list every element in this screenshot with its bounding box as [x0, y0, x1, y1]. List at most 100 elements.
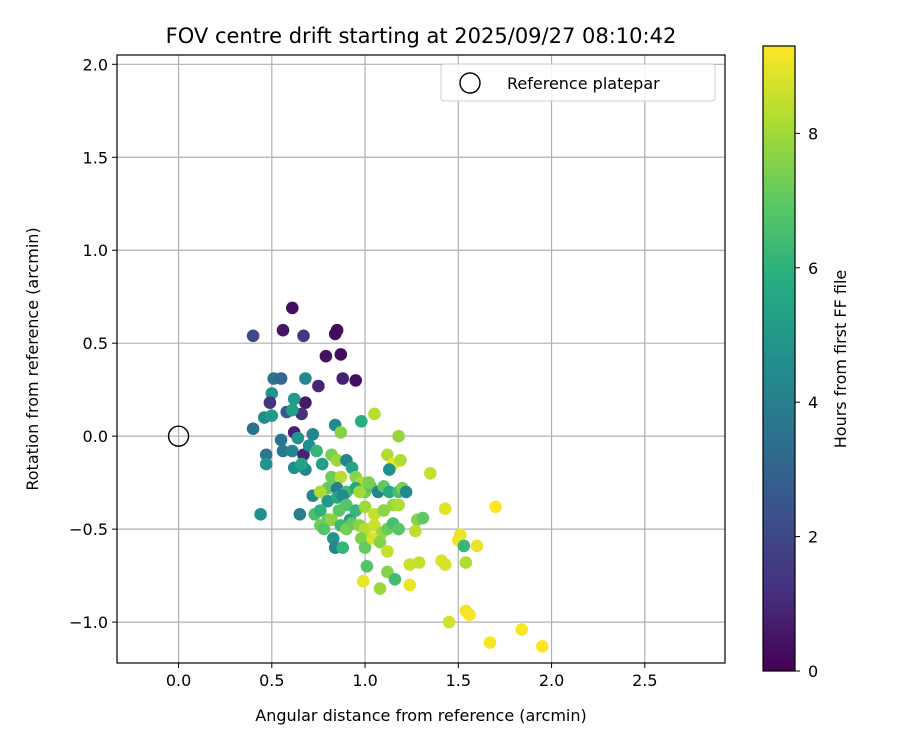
- data-point: [306, 428, 320, 441]
- data-point: [470, 539, 484, 553]
- data-point: [310, 444, 323, 458]
- legend: Reference platepar: [440, 63, 716, 102]
- plot-area-frame: [116, 54, 726, 664]
- colorbar-label: Hours from first FF file: [831, 270, 850, 449]
- data-point: [265, 409, 279, 423]
- data-point: [297, 329, 310, 343]
- y-axis-label: Rotation from reference (arcmin): [23, 227, 42, 490]
- colorbar-tick-label: 0: [808, 662, 818, 681]
- data-point: [287, 392, 301, 406]
- y-tick-label: −0.5: [69, 520, 108, 539]
- data-point: [286, 444, 299, 458]
- data-point: [373, 535, 387, 549]
- x-tick-label: 0.0: [166, 671, 191, 690]
- data-point: [424, 467, 437, 480]
- legend-marker-reference: [459, 72, 481, 94]
- data-point: [330, 454, 344, 467]
- y-tick-label: 2.0: [83, 55, 108, 74]
- data-point: [392, 429, 405, 443]
- data-point: [286, 301, 299, 315]
- data-point: [315, 457, 329, 471]
- data-point: [459, 556, 473, 569]
- data-point: [334, 348, 348, 361]
- data-point: [276, 444, 290, 458]
- data-point: [274, 433, 288, 447]
- data-point: [274, 372, 288, 385]
- data-point: [412, 556, 426, 569]
- data-point: [334, 470, 348, 484]
- data-point: [263, 396, 277, 410]
- data-point: [438, 502, 452, 515]
- y-tick-label: −1.0: [69, 613, 108, 632]
- colorbar-tick-label: 4: [808, 393, 818, 412]
- data-point: [394, 454, 407, 467]
- data-point: [259, 448, 273, 462]
- data-point: [383, 463, 396, 476]
- colorbar-gradient: [762, 45, 796, 672]
- data-point: [325, 513, 338, 527]
- x-axis-ticks: 0.0 0.5 1.0 1.5 2.0 2.5: [166, 663, 658, 690]
- data-point: [373, 582, 387, 595]
- data-point: [330, 323, 344, 337]
- x-tick-label: 0.5: [259, 671, 284, 690]
- data-point: [377, 504, 391, 517]
- x-tick-label: 2.0: [539, 671, 564, 690]
- colorbar-ticks: 0 2 4 6 8: [795, 124, 818, 681]
- legend-label-reference: Reference platepar: [507, 74, 660, 93]
- x-tick-label: 1.0: [352, 671, 377, 690]
- data-point: [388, 573, 402, 586]
- data-point: [438, 558, 452, 571]
- data-point: [291, 431, 305, 445]
- data-point: [392, 498, 405, 512]
- data-point: [276, 323, 290, 337]
- data-point: [356, 574, 370, 588]
- data-point: [319, 349, 333, 363]
- data-point: [325, 470, 338, 484]
- data-point: [334, 426, 348, 439]
- colorbar: 0 2 4 6 8 Hours from first FF file: [762, 45, 850, 681]
- data-point: [535, 640, 549, 653]
- data-point: [355, 415, 368, 428]
- y-tick-label: 1.5: [83, 148, 108, 167]
- data-point: [358, 541, 372, 554]
- data-point: [409, 524, 422, 538]
- data-point: [286, 403, 299, 417]
- data-point: [360, 560, 374, 573]
- data-point: [489, 500, 502, 514]
- data-point: [362, 476, 376, 489]
- data-point: [381, 545, 394, 558]
- data-point: [299, 372, 312, 385]
- data-point: [293, 508, 307, 521]
- x-tick-label: 2.5: [632, 671, 657, 690]
- data-point: [457, 539, 471, 553]
- y-tick-label: 0.0: [83, 427, 108, 446]
- colorbar-tick-label: 2: [808, 528, 818, 547]
- data-point: [403, 578, 417, 592]
- reference-platepar-marker: [167, 425, 190, 447]
- data-point: [381, 448, 394, 462]
- data-point: [246, 422, 260, 436]
- data-points: [167, 301, 549, 653]
- data-point: [399, 485, 413, 499]
- data-point: [314, 485, 327, 499]
- y-tick-label: 0.5: [83, 334, 108, 353]
- data-point: [383, 485, 396, 499]
- data-point: [314, 504, 327, 517]
- data-point: [246, 329, 260, 343]
- data-point: [515, 623, 528, 636]
- data-point: [453, 528, 467, 541]
- data-point: [295, 457, 308, 471]
- data-point: [332, 504, 346, 517]
- data-point: [336, 541, 350, 554]
- chart-title: FOV centre drift starting at 2025/09/27 …: [166, 24, 677, 48]
- colorbar-tick-label: 6: [808, 259, 818, 278]
- data-point: [463, 608, 476, 621]
- x-tick-label: 1.5: [446, 671, 471, 690]
- y-axis-ticks: −1.0 −0.5 0.0 0.5 1.0 1.5 2.0: [69, 55, 117, 632]
- data-point: [336, 372, 350, 385]
- data-point: [317, 522, 331, 536]
- data-point: [368, 407, 381, 421]
- data-point: [483, 636, 497, 649]
- x-axis-label: Angular distance from reference (arcmin): [255, 706, 586, 725]
